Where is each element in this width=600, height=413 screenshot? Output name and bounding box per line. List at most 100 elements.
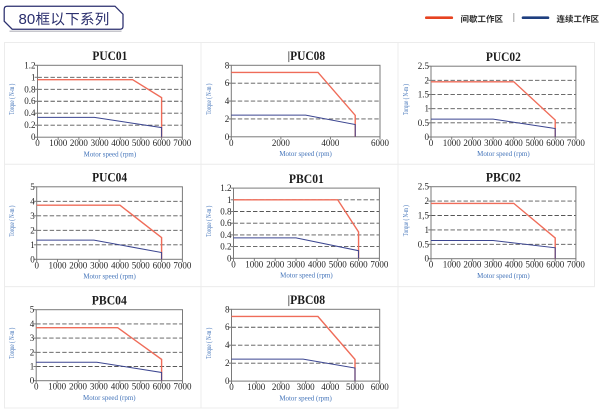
svg-text:5: 5 [30, 305, 35, 315]
svg-text:1.5: 1.5 [418, 90, 430, 100]
svg-text:3000: 3000 [90, 260, 109, 270]
svg-text:PUC08: PUC08 [290, 49, 325, 63]
svg-text:1: 1 [227, 195, 232, 205]
svg-text:1: 1 [30, 362, 35, 372]
svg-text:2000: 2000 [69, 382, 88, 392]
svg-text:1: 1 [425, 225, 430, 235]
svg-text:0: 0 [34, 382, 39, 392]
svg-text:1000: 1000 [49, 260, 68, 270]
svg-text:6000: 6000 [153, 138, 172, 148]
svg-text:0: 0 [225, 376, 230, 386]
svg-text:0.4: 0.4 [24, 108, 36, 118]
svg-text:5000: 5000 [526, 138, 545, 148]
svg-text:8: 8 [225, 60, 230, 70]
svg-text:2000: 2000 [266, 259, 285, 269]
svg-text:5000: 5000 [329, 259, 348, 269]
svg-text:0.6: 0.6 [220, 218, 232, 228]
svg-text:4000: 4000 [308, 259, 327, 269]
svg-text:0: 0 [34, 260, 39, 270]
svg-text:Torque ( N-m ): Torque ( N-m ) [206, 328, 213, 359]
svg-text:0.2: 0.2 [24, 120, 35, 130]
svg-text:2: 2 [225, 114, 230, 124]
svg-text:1: 1 [30, 240, 35, 250]
svg-text:4000: 4000 [111, 138, 130, 148]
svg-text:1: 1 [425, 104, 430, 114]
svg-text:4: 4 [225, 340, 230, 350]
svg-text:Motor speed (rpm): Motor speed (rpm) [280, 271, 333, 280]
svg-text:3000: 3000 [297, 382, 316, 392]
svg-text:Torque ( N-m ): Torque ( N-m ) [9, 84, 16, 115]
svg-text:0.5: 0.5 [418, 118, 430, 128]
svg-text:0: 0 [30, 254, 35, 264]
svg-text:0.6: 0.6 [24, 96, 36, 106]
svg-text:1000: 1000 [245, 259, 264, 269]
svg-text:6000: 6000 [546, 138, 565, 148]
svg-text:Motor speed (rpm): Motor speed (rpm) [83, 393, 136, 402]
svg-text:3000: 3000 [90, 382, 109, 392]
svg-text:PUC04: PUC04 [92, 171, 127, 185]
svg-text:6: 6 [225, 322, 230, 332]
svg-text:2.5: 2.5 [418, 182, 430, 192]
svg-text:3000: 3000 [287, 259, 306, 269]
svg-text:2: 2 [225, 358, 230, 368]
svg-text:0: 0 [429, 260, 434, 270]
svg-text:Torque ( N-m ): Torque ( N-m ) [403, 205, 410, 236]
svg-text:Motor speed (rpm): Motor speed (rpm) [477, 149, 530, 158]
svg-text:PBC04: PBC04 [92, 294, 127, 308]
svg-text:1.2: 1.2 [24, 60, 35, 70]
svg-text:5000: 5000 [132, 260, 151, 270]
svg-text:Motor speed (rpm): Motor speed (rpm) [84, 149, 137, 158]
svg-text:7000: 7000 [567, 260, 586, 270]
svg-text:5000: 5000 [132, 382, 151, 392]
svg-text:Motor speed (rpm): Motor speed (rpm) [477, 271, 530, 280]
svg-text:2000: 2000 [463, 138, 482, 148]
svg-text:Torque ( N-m ): Torque ( N-m ) [206, 84, 213, 115]
svg-text:4000: 4000 [321, 382, 340, 392]
svg-text:5000: 5000 [132, 138, 151, 148]
svg-text:Torque ( N-m ): Torque ( N-m ) [206, 206, 213, 237]
svg-text:0.8: 0.8 [24, 84, 36, 94]
svg-text:6: 6 [225, 78, 230, 88]
svg-text:1000: 1000 [443, 260, 462, 270]
svg-text:2: 2 [425, 196, 430, 206]
svg-text:0: 0 [31, 132, 36, 142]
svg-text:6000: 6000 [153, 382, 172, 392]
svg-text:4: 4 [30, 319, 35, 329]
svg-text:PBC02: PBC02 [486, 171, 521, 185]
svg-text:4000: 4000 [111, 382, 130, 392]
svg-text:2000: 2000 [272, 382, 291, 392]
svg-text:7000: 7000 [173, 260, 192, 270]
svg-text:1000: 1000 [247, 382, 266, 392]
svg-text:Torque ( N-m ): Torque ( N-m ) [403, 84, 410, 115]
svg-text:0: 0 [229, 138, 234, 148]
svg-text:5000: 5000 [346, 382, 365, 392]
svg-text:PUC02: PUC02 [486, 50, 521, 64]
svg-text:4: 4 [225, 96, 230, 106]
svg-text:4: 4 [30, 196, 35, 206]
svg-text:4000: 4000 [111, 260, 130, 270]
svg-text:7000: 7000 [370, 259, 389, 269]
svg-text:PUC01: PUC01 [92, 49, 127, 63]
svg-text:0: 0 [425, 132, 430, 142]
svg-text:2000: 2000 [70, 138, 89, 148]
svg-text:7000: 7000 [567, 138, 586, 148]
svg-text:1000: 1000 [443, 138, 462, 148]
svg-text:2: 2 [425, 75, 430, 85]
svg-text:6000: 6000 [371, 138, 390, 148]
svg-text:Torque ( N-m ): Torque ( N-m ) [9, 206, 16, 237]
svg-text:6000: 6000 [153, 260, 172, 270]
svg-text:1000: 1000 [48, 382, 67, 392]
svg-text:2.5: 2.5 [418, 61, 430, 71]
svg-text:2: 2 [30, 347, 35, 357]
svg-text:3000: 3000 [91, 138, 110, 148]
svg-text:0.4: 0.4 [220, 230, 232, 240]
svg-text:80: 80 [19, 11, 36, 28]
svg-text:5000: 5000 [526, 260, 545, 270]
svg-text:4000: 4000 [321, 138, 340, 148]
svg-text:6000: 6000 [350, 259, 369, 269]
svg-text:3000: 3000 [484, 260, 503, 270]
svg-text:3: 3 [30, 333, 35, 343]
svg-text:0: 0 [231, 259, 236, 269]
svg-text:1: 1 [31, 72, 36, 82]
svg-text:2000: 2000 [272, 138, 291, 148]
